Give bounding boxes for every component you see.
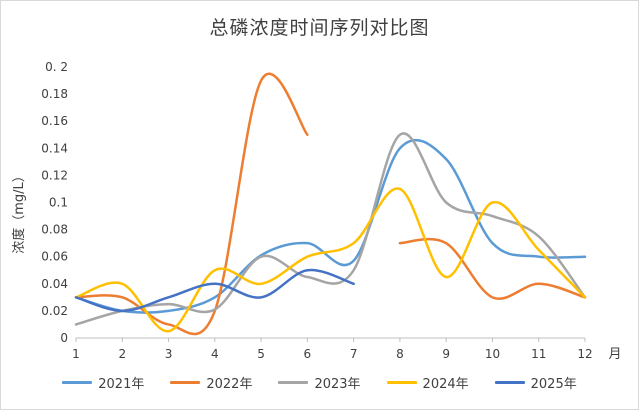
y-tick-label: 0.02 (41, 304, 68, 318)
legend-swatch (386, 381, 417, 384)
x-tick-label: 2 (118, 347, 126, 361)
series-line-2-segment-1 (74, 72, 309, 336)
x-tick-label: 5 (257, 347, 265, 361)
legend-label: 2023年 (314, 377, 361, 392)
x-tick-label: 3 (165, 347, 173, 361)
y-tick-label: 0 (60, 331, 68, 345)
x-tick-label: 6 (304, 347, 312, 361)
x-tick-label: 9 (442, 347, 450, 361)
x-tick-label: 1 (72, 347, 80, 361)
x-tick-label: 12 (577, 347, 592, 361)
y-tick-label: 0.12 (41, 168, 68, 182)
legend-item: 2024年 (386, 373, 469, 392)
series-line-2-segment-2 (398, 237, 587, 300)
x-tick-label: 8 (396, 347, 404, 361)
x-tick-label: 4 (211, 347, 219, 361)
legend-swatch (494, 381, 525, 384)
x-tick-label: 11 (531, 347, 546, 361)
legend-item: 2025年 (494, 373, 577, 392)
y-tick-label: 0.04 (41, 277, 68, 291)
chart-title: 总磷浓度时间序列对比图 (209, 17, 430, 39)
series-line-4-segment-1 (74, 187, 587, 333)
legend-item: 2022年 (170, 373, 252, 392)
legend-swatch (62, 381, 93, 384)
y-tick-label: 0.16 (41, 114, 68, 128)
y-tick-label: 0.08 (41, 223, 68, 237)
legend-item: 2023年 (278, 373, 361, 392)
x-axis-label: 月 (608, 347, 621, 362)
legend-label: 2025年 (530, 377, 577, 392)
legend-label: 2024年 (422, 377, 469, 392)
y-tick-label: 0.14 (41, 141, 68, 155)
legend-label: 2022年 (206, 377, 253, 392)
legend-label: 2021年 (98, 377, 145, 392)
legend-item: 2021年 (62, 373, 144, 392)
legend-swatch (278, 381, 309, 384)
x-tick-label: 7 (350, 347, 358, 361)
legend: 2021年 2022年 2023年 2024年 2025年 (1, 373, 638, 392)
x-tick-label: 10 (485, 347, 500, 361)
y-tick-label: 0. 2 (45, 60, 68, 74)
y-tick-label: 0.06 (41, 250, 68, 264)
legend-swatch (170, 381, 201, 384)
series-line-5-segment-1 (74, 268, 355, 313)
series-line-3-segment-1 (74, 132, 587, 326)
series-line-1-segment-1 (74, 138, 587, 314)
y-tick-label: 0.18 (41, 87, 68, 101)
y-tick-label: 0.1 (49, 196, 68, 210)
